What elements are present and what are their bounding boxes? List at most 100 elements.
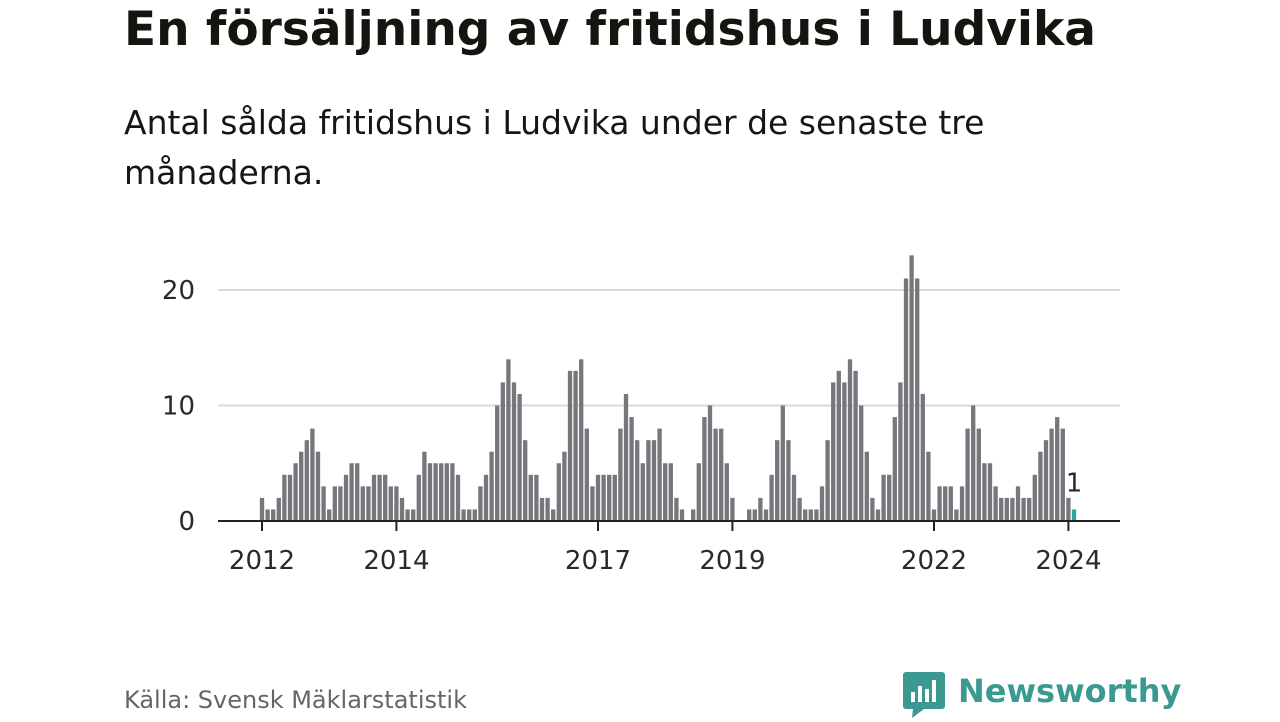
bar xyxy=(1049,428,1054,521)
bar xyxy=(338,486,343,521)
bar xyxy=(887,474,892,521)
bar xyxy=(954,509,959,521)
bar xyxy=(618,428,623,521)
bar xyxy=(394,486,399,521)
bar xyxy=(976,428,981,521)
bar xyxy=(567,370,573,521)
bar xyxy=(405,509,410,521)
bar xyxy=(595,474,601,521)
bar xyxy=(1027,497,1032,521)
bar xyxy=(500,382,505,521)
bar xyxy=(730,497,735,521)
bar xyxy=(371,474,377,521)
bar xyxy=(707,405,713,521)
bar xyxy=(601,474,606,521)
annotations: 1 xyxy=(1066,468,1083,498)
bar xyxy=(293,463,298,521)
x-tick-label: 2017 xyxy=(565,546,631,576)
bar xyxy=(971,405,976,521)
y-tick-label: 0 xyxy=(178,507,195,537)
bar xyxy=(1060,428,1065,521)
bar xyxy=(903,278,909,521)
bar xyxy=(797,497,802,521)
bar xyxy=(444,463,449,521)
bar xyxy=(926,451,931,521)
bar xyxy=(349,463,354,521)
bar xyxy=(315,451,321,521)
bar xyxy=(271,509,276,521)
bar xyxy=(920,393,925,521)
bar xyxy=(343,474,349,521)
bar xyxy=(1055,417,1060,521)
bar xyxy=(847,359,853,521)
bar xyxy=(668,463,673,521)
x-tick-label: 2019 xyxy=(699,546,765,576)
data-label-latest: 1 xyxy=(1066,468,1083,498)
bar xyxy=(1032,474,1037,521)
bar xyxy=(355,463,360,521)
bar xyxy=(635,440,640,521)
bar xyxy=(1071,509,1077,521)
bar-chart: 0 10 20 2012 2014 2017 2019 2022 2024 1 xyxy=(162,255,1120,576)
bar xyxy=(859,405,864,521)
bar xyxy=(719,428,724,521)
x-tick-label: 2024 xyxy=(1035,546,1101,576)
bar xyxy=(528,474,533,521)
source-note: Källa: Svensk Mäklarstatistik xyxy=(124,686,467,714)
bar xyxy=(478,486,483,521)
chart-title: En försäljning av fritidshus i Ludvika xyxy=(124,2,1096,57)
bar xyxy=(1038,451,1043,521)
bar xyxy=(959,486,965,521)
bar xyxy=(612,474,617,521)
bar xyxy=(948,486,953,521)
y-tick-label: 20 xyxy=(162,276,195,306)
bars xyxy=(259,255,1077,521)
bar xyxy=(791,474,797,521)
bar xyxy=(551,509,556,521)
bar xyxy=(556,463,561,521)
bar xyxy=(943,486,948,521)
newsworthy-logo-icon xyxy=(903,672,945,718)
x-tick-label: 2022 xyxy=(901,546,967,576)
bar xyxy=(640,463,645,521)
bar xyxy=(965,428,970,521)
gridlines xyxy=(218,289,1120,407)
bar xyxy=(758,497,763,521)
bar xyxy=(937,486,942,521)
bar xyxy=(999,497,1004,521)
bar xyxy=(450,463,455,521)
bar xyxy=(1043,440,1049,521)
bar xyxy=(646,440,651,521)
bar xyxy=(769,474,774,521)
bar xyxy=(763,509,769,521)
bar xyxy=(433,463,438,521)
bar xyxy=(399,497,405,521)
bar xyxy=(511,382,517,521)
bar xyxy=(691,509,696,521)
bar xyxy=(657,428,662,521)
bar xyxy=(517,393,522,521)
bar xyxy=(870,497,875,521)
bar xyxy=(1066,497,1071,521)
bar xyxy=(1021,497,1026,521)
bar xyxy=(579,359,584,521)
bar xyxy=(786,440,791,521)
bar xyxy=(825,440,830,521)
bar xyxy=(915,278,920,521)
bar xyxy=(461,509,466,521)
bar xyxy=(416,474,421,521)
bar xyxy=(422,451,427,521)
bar xyxy=(276,497,281,521)
bar xyxy=(455,474,461,521)
bar xyxy=(982,463,987,521)
bar xyxy=(388,486,393,521)
bar xyxy=(265,509,270,521)
bar xyxy=(327,509,332,521)
bar xyxy=(819,486,825,521)
bar xyxy=(747,509,752,521)
bar xyxy=(562,451,567,521)
bar xyxy=(489,451,494,521)
bar xyxy=(332,486,337,521)
bar xyxy=(287,474,293,521)
bar xyxy=(909,255,914,521)
